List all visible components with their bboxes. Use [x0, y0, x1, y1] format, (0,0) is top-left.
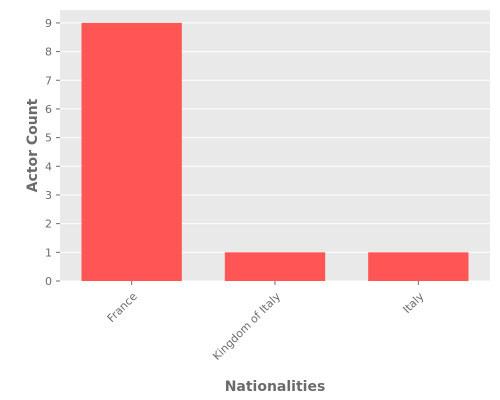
x-axis-title: Nationalities	[225, 379, 326, 395]
x-tick-label: Italy	[400, 290, 426, 316]
y-tick-label: 3	[45, 189, 52, 202]
y-tick-label: 6	[45, 103, 52, 116]
y-tick-label: 9	[45, 17, 52, 30]
y-tick-label: 4	[45, 160, 52, 173]
x-axis-ticks: France Kingdom of Italy Italy	[105, 281, 427, 363]
x-tick-label: France	[105, 290, 140, 325]
bar-italy	[368, 252, 469, 281]
bars-layer	[81, 22, 469, 282]
y-tick-label: 2	[45, 218, 52, 231]
bar-france	[81, 22, 182, 282]
y-tick-label: 0	[45, 275, 52, 288]
y-tick-label: 5	[45, 132, 52, 145]
x-tick-label: Kingdom of Italy	[210, 290, 283, 363]
y-tick-label: 8	[45, 46, 52, 59]
y-tick-label: 7	[45, 74, 52, 87]
bar-kingdom-of-italy	[224, 252, 326, 281]
y-axis-title: Actor Count	[25, 98, 41, 192]
y-axis-ticks: 0 1 2 3 4 5 6 7 8 9	[45, 17, 60, 288]
y-tick-label: 1	[45, 246, 52, 259]
